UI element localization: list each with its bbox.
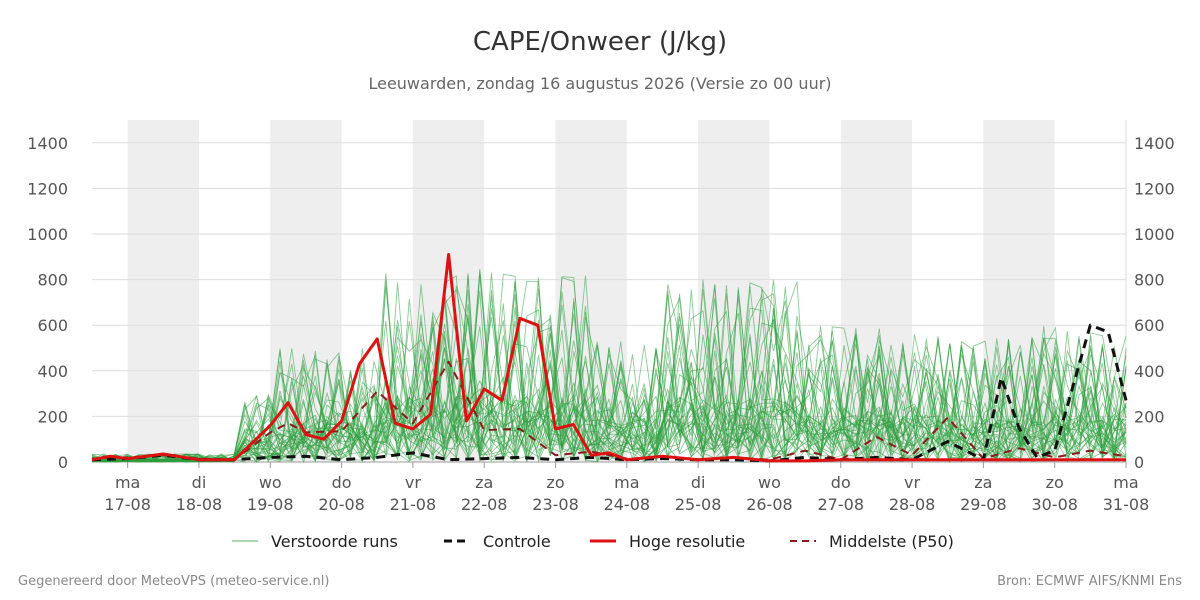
x-tick-date-6: 23-08: [532, 495, 579, 514]
x-tick-date-0: 17-08: [104, 495, 151, 514]
ensemble-member-39: [91, 280, 1127, 463]
weekend-band-1: [270, 120, 342, 462]
y-tick-right-1200: 1200: [1134, 179, 1175, 198]
series-line-middelste-p50: [91, 360, 1127, 461]
x-tick-date-10: 27-08: [818, 495, 865, 514]
footer-generator: Gegenereerd door MeteoVPS (meteo-service…: [18, 574, 329, 589]
x-tick-day-9: wo: [758, 473, 781, 492]
x-tick-day-7: ma: [614, 473, 639, 492]
x-tick-date-8: 25-08: [675, 495, 722, 514]
y-tick-left-200: 200: [37, 407, 68, 426]
x-tick-date-13: 30-08: [1031, 495, 1078, 514]
x-tick-day-3: do: [332, 473, 352, 492]
ensemble-member-36: [91, 285, 1127, 463]
x-tick-day-2: wo: [259, 473, 282, 492]
x-tick-day-5: za: [475, 473, 493, 492]
x-tick-date-2: 19-08: [247, 495, 294, 514]
ensemble-member-37: [91, 290, 1127, 464]
y-tick-left-1200: 1200: [27, 179, 68, 198]
ensemble-member-38: [91, 294, 1127, 462]
legend-label-ensemble: Verstoorde runs: [271, 532, 398, 551]
weekend-band-0: [127, 120, 199, 462]
series-line-hoge-resolutie: [91, 253, 1126, 463]
series-line-controle: [91, 323, 1128, 463]
y-axis-right: 0 200 400 600 800 1000 1200 1400: [1134, 134, 1175, 472]
ensemble-member-26: [91, 311, 1127, 463]
legend-label-control: Controle: [483, 532, 551, 551]
y-tick-left-0: 0: [58, 453, 68, 472]
x-tick-day-12: za: [974, 473, 992, 492]
x-tick-date-5: 22-08: [461, 495, 508, 514]
x-tick-date-14: 31-08: [1103, 495, 1150, 514]
y-tick-right-400: 400: [1134, 362, 1165, 381]
y-tick-left-1400: 1400: [27, 134, 68, 153]
x-tick-day-4: vr: [405, 473, 421, 492]
x-tick-date-1: 18-08: [176, 495, 223, 514]
y-tick-right-200: 200: [1134, 407, 1165, 426]
y-tick-left-1000: 1000: [27, 225, 68, 244]
y-tick-left-800: 800: [37, 271, 68, 290]
weekend-band-2: [412, 120, 485, 462]
y-tick-right-600: 600: [1134, 316, 1165, 335]
ensemble-member-18: [91, 310, 1127, 463]
x-tick-day-0: ma: [115, 473, 140, 492]
y-tick-left-400: 400: [37, 362, 68, 381]
y-axis-left: 0 200 400 600 800 1000 1200 1400: [27, 134, 68, 472]
x-tick-date-7: 24-08: [604, 495, 651, 514]
x-tick-day-1: di: [192, 473, 207, 492]
y-tick-right-0: 0: [1134, 453, 1144, 472]
x-tick-date-12: 29-08: [960, 495, 1007, 514]
chart-title: CAPE/Onweer (J/kg): [473, 27, 727, 57]
x-tick-day-8: di: [691, 473, 706, 492]
x-tick-day-14: ma: [1113, 473, 1138, 492]
footer-source: Bron: ECMWF AIFS/KNMI Ens: [997, 574, 1182, 589]
x-tick-date-3: 20-08: [318, 495, 365, 514]
chart-subtitle: Leeuwarden, zondag 16 augustus 2026 (Ver…: [368, 74, 831, 93]
y-tick-right-1000: 1000: [1134, 225, 1175, 244]
x-tick-date-9: 26-08: [746, 495, 793, 514]
x-tick-day-13: zo: [1046, 473, 1064, 492]
x-tick-day-6: zo: [546, 473, 564, 492]
main-series: [91, 253, 1128, 463]
x-axis: ma 17-08 di 18-08 wo 19-08 do 20-08 vr 21-08 za 22-…: [92, 461, 1150, 514]
y-tick-left-600: 600: [37, 316, 68, 335]
y-tick-right-1400: 1400: [1134, 134, 1175, 153]
ensemble-member-29: [91, 314, 1127, 463]
x-tick-day-11: vr: [904, 473, 920, 492]
x-tick-date-11: 28-08: [889, 495, 936, 514]
legend: Verstoorde runs Controle Hoge resolutie …: [232, 532, 954, 551]
x-tick-day-10: do: [831, 473, 851, 492]
y-tick-right-800: 800: [1134, 271, 1165, 290]
x-tick-date-4: 21-08: [390, 495, 437, 514]
legend-label-high-res: Hoge resolutie: [629, 532, 745, 551]
legend-label-median: Middelste (P50): [829, 532, 954, 551]
